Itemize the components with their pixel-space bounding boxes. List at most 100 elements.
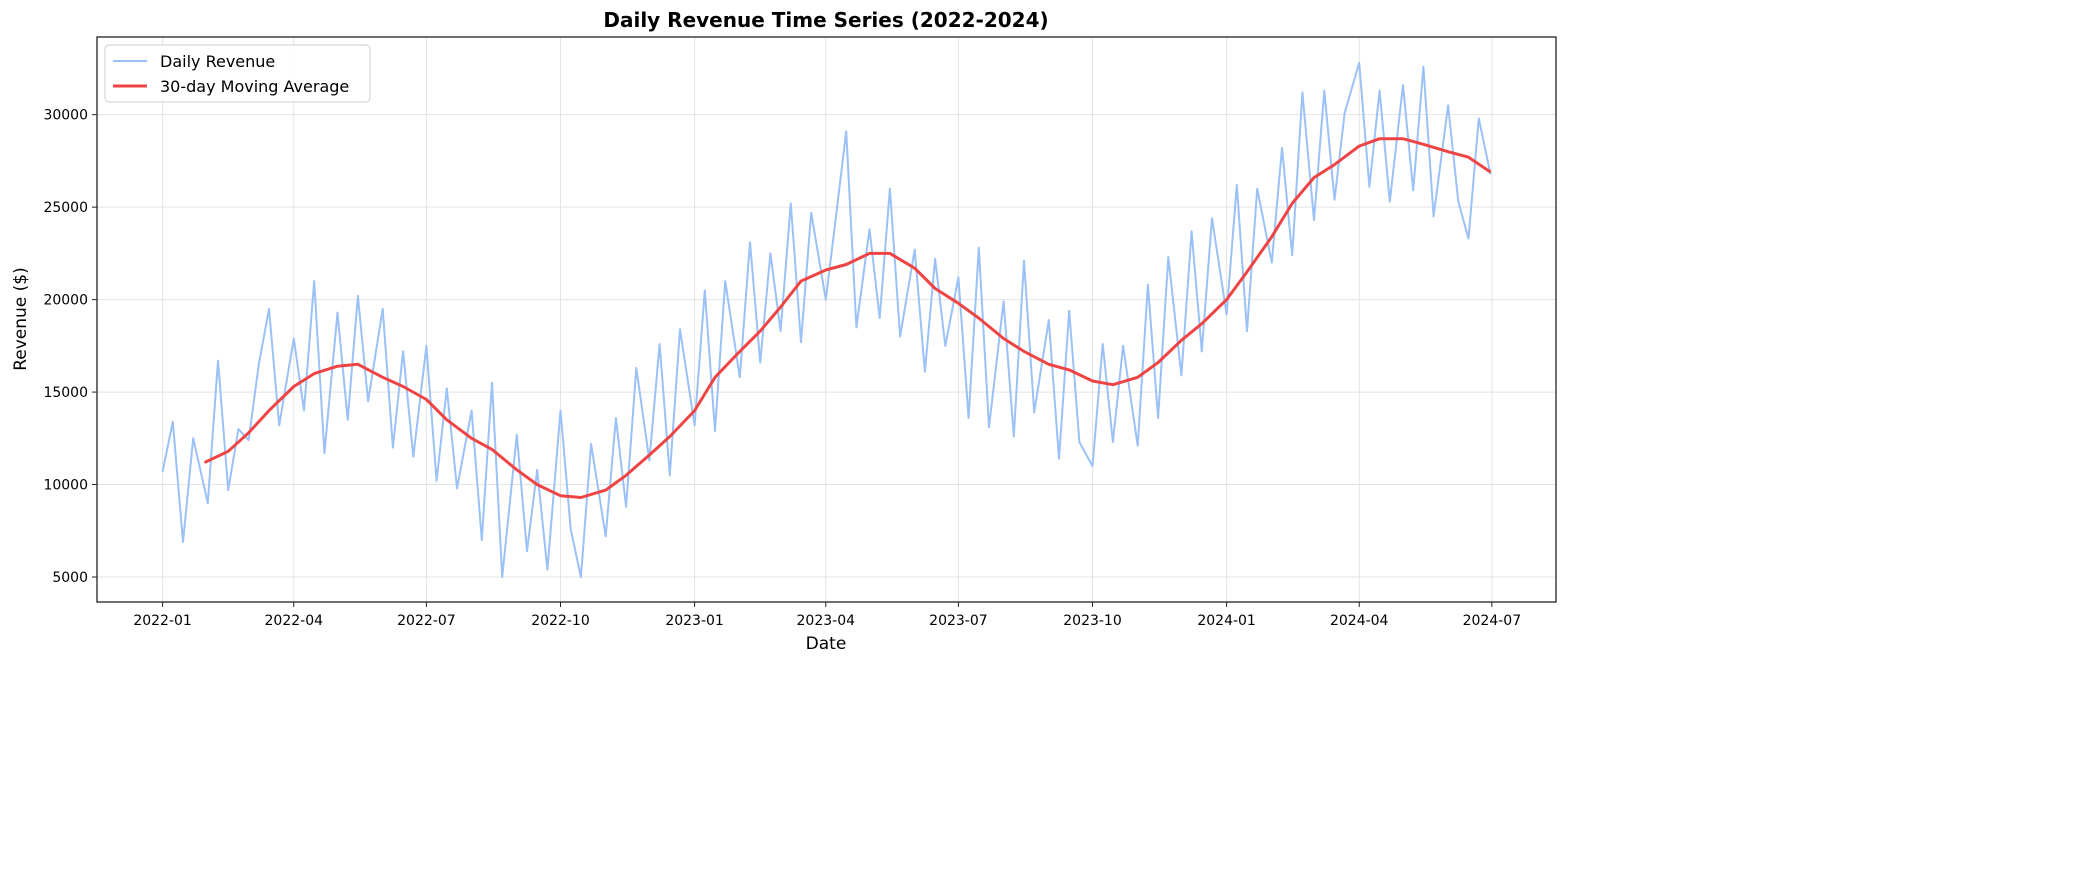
daily-revenue-point — [1301, 91, 1304, 94]
moving-average-point — [580, 496, 582, 499]
daily-revenue-point — [161, 470, 164, 473]
daily-revenue-point — [1477, 117, 1480, 120]
moving-average-point — [1091, 380, 1094, 382]
moving-average-point — [648, 454, 651, 456]
moving-average-point — [824, 269, 827, 271]
moving-average-point — [227, 450, 229, 453]
series-layer — [161, 61, 1492, 578]
daily-revenue-point — [789, 202, 792, 205]
moving-average-point — [1489, 171, 1492, 173]
moving-average-point — [669, 435, 671, 438]
moving-average-point — [957, 302, 960, 305]
moving-average-point — [779, 306, 782, 308]
daily-revenue-point — [1313, 219, 1315, 221]
y-tick-label: 30000 — [43, 108, 88, 124]
moving-average-point — [934, 287, 936, 290]
daily-revenue-point — [1378, 89, 1381, 92]
daily-revenue-point — [292, 337, 295, 340]
daily-revenue-point — [1402, 84, 1404, 86]
daily-revenue-point — [669, 474, 671, 477]
daily-revenue-point — [392, 446, 394, 449]
daily-revenue-point — [1225, 313, 1228, 316]
daily-revenue-point — [1078, 441, 1081, 443]
daily-revenue-point — [536, 468, 538, 471]
daily-revenue-point — [1358, 62, 1361, 64]
daily-revenue-point — [357, 295, 359, 297]
y-tick-label: 20000 — [43, 293, 88, 309]
moving-average-point — [515, 468, 518, 471]
daily-revenue-point — [648, 459, 651, 462]
daily-revenue-point — [1033, 411, 1035, 414]
moving-average-point — [1246, 271, 1248, 273]
moving-average-point — [1378, 137, 1381, 140]
x-tick-label: 2022-10 — [531, 613, 590, 629]
daily-revenue-point — [1256, 187, 1259, 190]
daily-revenue-point — [1368, 186, 1371, 188]
daily-revenue-point — [1002, 300, 1005, 303]
daily-revenue-point — [425, 345, 428, 347]
y-tick-label: 25000 — [43, 200, 88, 216]
daily-revenue-point — [412, 456, 415, 458]
moving-average-point — [1136, 376, 1139, 379]
x-axis-label: Date — [806, 634, 847, 654]
daily-revenue-point — [1270, 261, 1273, 264]
chart-title: Daily Revenue Time Series (2022-2024) — [603, 8, 1048, 32]
daily-revenue-point — [590, 443, 592, 445]
daily-revenue-point — [446, 387, 448, 390]
gridlines — [97, 37, 1556, 602]
daily-revenue-point — [967, 417, 970, 419]
legend-box — [104, 44, 371, 103]
daily-revenue-point — [1136, 444, 1139, 447]
daily-revenue-point — [402, 350, 404, 353]
y-axis-label: Revenue ($) — [11, 267, 31, 371]
daily-revenue-point — [1291, 254, 1293, 257]
moving-average-point — [402, 385, 404, 388]
moving-average-point — [204, 461, 206, 464]
moving-average-point — [1047, 363, 1050, 366]
moving-average-point — [845, 263, 847, 266]
daily-revenue-point — [978, 247, 980, 249]
legend-label-moving-average: 30-day Moving Average — [160, 77, 349, 96]
daily-revenue-point — [1023, 259, 1025, 262]
daily-revenue-point — [1167, 256, 1170, 258]
daily-revenue-point — [1246, 330, 1248, 332]
moving-average-point — [1002, 337, 1005, 340]
daily-revenue-point — [1323, 89, 1326, 92]
moving-average-point — [889, 252, 891, 255]
moving-average-point — [292, 385, 295, 388]
daily-revenue-point — [1122, 345, 1124, 347]
daily-revenue-point — [855, 326, 858, 329]
daily-revenue-point — [615, 417, 617, 419]
daily-revenue-point — [1412, 189, 1414, 192]
moving-average-point — [1333, 163, 1336, 166]
daily-revenue-point — [693, 424, 696, 427]
daily-revenue-point — [878, 317, 881, 319]
daily-revenue-point — [257, 363, 260, 366]
daily-revenue-point — [779, 330, 782, 332]
moving-average-point — [536, 483, 538, 486]
daily-revenue-point — [546, 568, 549, 571]
daily-revenue-point — [604, 535, 607, 538]
daily-revenue-point — [899, 335, 901, 338]
daily-revenue-point — [1201, 350, 1203, 353]
moving-average-point — [1023, 350, 1025, 353]
daily-revenue-point — [217, 359, 219, 362]
daily-revenue-point — [1058, 457, 1060, 460]
daily-revenue-point — [515, 433, 518, 436]
daily-revenue-point — [1447, 104, 1449, 107]
daily-revenue-point — [268, 308, 270, 310]
legend-label-daily-revenue: Daily Revenue — [160, 52, 275, 71]
daily-revenue-point — [1389, 200, 1391, 203]
moving-average-point — [1313, 176, 1315, 179]
daily-revenue-point — [957, 276, 960, 279]
moving-average-point — [559, 494, 562, 497]
daily-revenue-point — [810, 211, 812, 214]
daily-revenue-point — [346, 419, 349, 421]
daily-revenue-point — [569, 528, 572, 530]
moving-average-point — [978, 317, 980, 319]
moving-average-point — [1270, 235, 1273, 238]
daily-revenue-point — [769, 252, 772, 255]
moving-average-point — [868, 252, 871, 255]
daily-revenue-point — [835, 215, 837, 218]
daily-revenue-point — [313, 280, 315, 282]
